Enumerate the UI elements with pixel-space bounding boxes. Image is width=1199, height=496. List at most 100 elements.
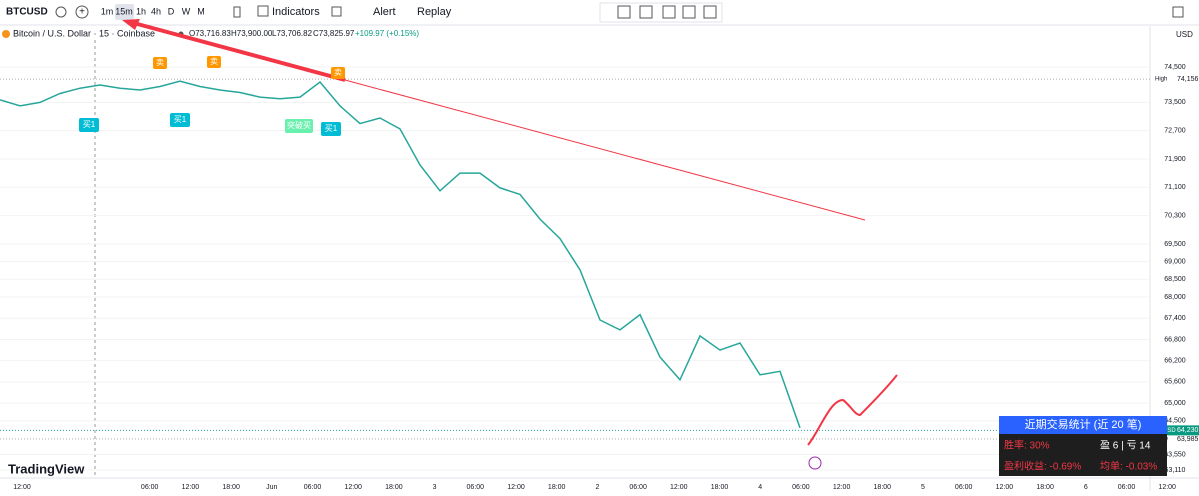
legend-open: O73,716.83 (189, 29, 231, 38)
avg: 均单: -0.03% (1100, 461, 1157, 473)
legend-name: Bitcoin / U.S. Dollar · 15 · Coinbase (13, 28, 155, 38)
high-label: High (1155, 77, 1167, 83)
tool[interactable] (639, 5, 653, 19)
price-label: 63,550 (1164, 451, 1186, 458)
time-label: 4 (758, 484, 762, 491)
buy-signal (321, 122, 341, 136)
breakout-signal (285, 119, 313, 133)
legend-change: +109.97 (+0.15%) (355, 29, 419, 38)
btc-icon (2, 30, 10, 38)
price-label: 64,500 (1164, 418, 1186, 425)
time-label: 12:00 (670, 484, 688, 491)
time-label: 06:00 (304, 484, 322, 491)
interval[interactable]: 15m (115, 6, 133, 16)
tool[interactable] (682, 5, 696, 19)
price-label: 66,800 (1164, 336, 1186, 343)
symbol[interactable]: BTCUSD (6, 7, 48, 18)
events-icon[interactable] (808, 456, 822, 470)
sell-label: 卖 (156, 58, 164, 67)
buy-label: 买1 (83, 120, 96, 129)
logo: TradingView (8, 461, 85, 476)
interval[interactable]: 1h (136, 6, 146, 16)
time-label: 2 (595, 484, 599, 491)
arrow-line (129, 20, 346, 82)
time-label: 06:00 (1118, 484, 1136, 491)
time-label: 12:00 (1158, 484, 1176, 491)
price-line (0, 80, 801, 429)
tool[interactable] (662, 5, 676, 19)
breakout-label: 突破买 (287, 120, 311, 130)
sell-label: 卖 (210, 57, 218, 66)
time-label: 12:00 (833, 484, 851, 491)
time-label: 18:00 (385, 484, 403, 491)
time-label: 3 (433, 484, 437, 491)
time-label: 12:00 (996, 484, 1014, 491)
buy-signal (79, 118, 99, 132)
time-label: 06:00 (955, 484, 973, 491)
price-label: 67,400 (1164, 315, 1186, 322)
compare[interactable] (75, 5, 89, 19)
sell-signal (331, 67, 345, 79)
price-label: 72,700 (1164, 128, 1186, 135)
currency: USD (1176, 30, 1193, 39)
time-label: 06:00 (467, 484, 485, 491)
interval[interactable]: M (197, 6, 205, 16)
time-label: Jun (266, 484, 277, 491)
time-label: 6 (1084, 484, 1088, 491)
time-label: 12:00 (507, 484, 525, 491)
stats-header (999, 416, 1167, 434)
interval[interactable]: 1m (101, 6, 114, 16)
time-label: 5 (921, 484, 925, 491)
win-loss: 盈 6 | 亏 14 (1100, 440, 1151, 452)
time-label: 06:00 (792, 484, 810, 491)
arrow-head (122, 19, 140, 30)
time-label: 18:00 (1036, 484, 1054, 491)
interval[interactable]: W (182, 6, 191, 16)
plot: 74,500 73,500 72,700 71,900 71,100 70,300 69,5… (0, 64, 1199, 491)
indicators-icon (257, 5, 269, 17)
last-value: 64,230 (1177, 427, 1199, 434)
low-value: 63,985... (1177, 436, 1199, 443)
templates[interactable] (331, 6, 342, 17)
tool[interactable] (703, 5, 717, 19)
chart-type[interactable] (233, 6, 241, 18)
price-label: 73,500 (1164, 99, 1186, 106)
price-label: 65,600 (1164, 379, 1186, 386)
replay-button[interactable]: Replay (417, 6, 452, 18)
interval-active (115, 4, 134, 20)
price-label: 68,000 (1164, 294, 1186, 301)
sell-label: 卖 (334, 68, 342, 77)
price-label: 71,900 (1164, 156, 1186, 163)
fullscreen[interactable] (1172, 6, 1184, 18)
time-label: 18:00 (711, 484, 729, 491)
price-label: 63,110 (1165, 467, 1186, 474)
intervals: 1m 15m 1h 4h D W M (101, 4, 205, 20)
high-value: 74,156... (1177, 76, 1199, 83)
indicators-button[interactable]: Indicators (272, 6, 320, 18)
buy-label: 买1 (325, 124, 338, 133)
projection (807, 374, 898, 446)
trend-line (344, 79, 866, 221)
sell-signal (153, 57, 167, 69)
time-label: 18:00 (874, 484, 892, 491)
price-label: 70,300 (1164, 212, 1186, 219)
win-rate: 胜率: 30% (1004, 439, 1050, 452)
buy-label: 买1 (174, 115, 187, 124)
time-label: 18:00 (222, 484, 240, 491)
tool[interactable] (617, 5, 631, 19)
price-label: 68,500 (1164, 276, 1186, 283)
price-label: 65,000 (1164, 400, 1186, 407)
symbol-menu[interactable] (55, 6, 67, 18)
interval[interactable]: D (168, 6, 175, 16)
profit: 盈利收益: -0.69% (1004, 460, 1081, 473)
price-label: 71,100 (1164, 184, 1186, 191)
price-label: 74,500 (1164, 64, 1186, 71)
price-label: 66,200 (1164, 358, 1186, 365)
alert-button[interactable]: Alert (373, 6, 396, 18)
legend-high: H73,900.00 (231, 29, 273, 38)
interval[interactable]: 4h (151, 6, 161, 16)
price-label: 69,500 (1164, 241, 1186, 248)
legend-close: C73,825.97 (313, 29, 355, 38)
